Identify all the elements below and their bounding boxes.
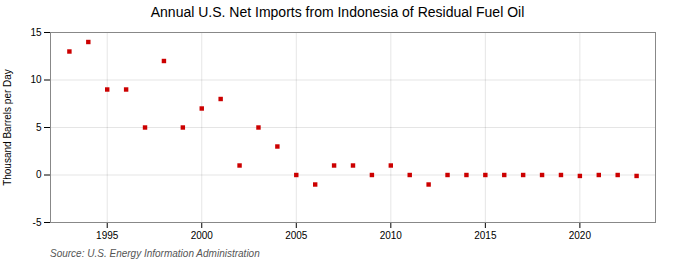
svg-text:-5: -5 xyxy=(33,217,42,228)
svg-text:15: 15 xyxy=(30,27,42,38)
svg-text:Thousand Barrels per Day: Thousand Barrels per Day xyxy=(2,69,13,186)
svg-text:2000: 2000 xyxy=(191,230,214,241)
html-text:Source: U.S. Energy Informatio: Source: U.S. Energy Information Administ… xyxy=(50,248,260,259)
svg-text:2015: 2015 xyxy=(474,230,497,241)
svg-text:2020: 2020 xyxy=(569,230,592,241)
svg-text:2005: 2005 xyxy=(285,230,308,241)
svg-text:1995: 1995 xyxy=(96,230,119,241)
svg-text:5: 5 xyxy=(36,122,42,133)
svg-text:2010: 2010 xyxy=(380,230,403,241)
svg-text:10: 10 xyxy=(30,74,42,85)
html-text:Annual U.S. Net Imports from I: Annual U.S. Net Imports from Indonesia o… xyxy=(150,4,525,20)
svg-text:0: 0 xyxy=(36,169,42,180)
